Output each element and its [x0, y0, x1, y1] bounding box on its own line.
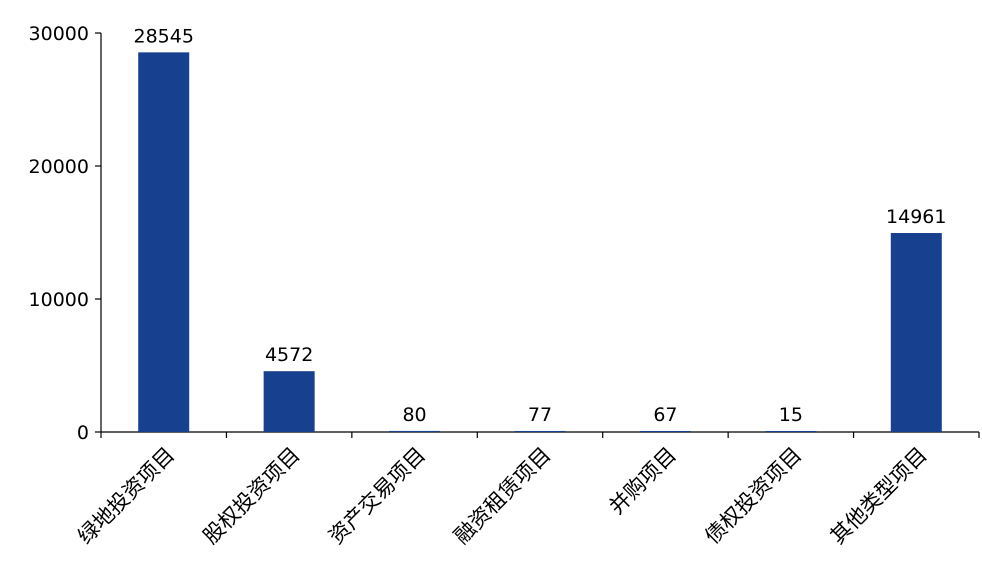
bar	[514, 430, 566, 432]
data-label: 28545	[133, 25, 193, 47]
bar	[263, 371, 315, 432]
bar	[639, 431, 691, 432]
data-label: 80	[402, 404, 426, 426]
category-label: 其他类型项目	[826, 443, 932, 549]
y-tick-label: 10000	[29, 289, 89, 311]
category-label: 资产交易项目	[324, 443, 430, 549]
chart-bars	[138, 52, 942, 432]
data-label: 67	[653, 404, 677, 426]
bar	[890, 233, 942, 432]
y-tick-label: 20000	[29, 156, 89, 178]
data-label: 77	[528, 404, 552, 426]
chart-axes: 0 10000 20000 30000	[29, 23, 980, 444]
category-label: 融资租赁项目	[449, 443, 555, 549]
y-tick-label: 0	[77, 422, 89, 444]
bar	[389, 430, 441, 432]
chart-labels: 28545 绿地投资项目 4572 股权投资项目 80 资产交易项目 77 融资租赁项目 67 并…	[73, 25, 946, 548]
category-label: 绿地投资项目	[73, 443, 179, 549]
category-label: 债权投资项目	[700, 443, 806, 549]
data-label: 14961	[886, 206, 946, 228]
category-label: 并购项目	[605, 443, 681, 519]
data-label: 4572	[265, 344, 313, 366]
bar	[138, 52, 190, 432]
data-label: 15	[779, 404, 803, 426]
bar	[765, 431, 817, 432]
category-label: 股权投资项目	[199, 443, 305, 549]
y-tick-label: 30000	[29, 23, 89, 45]
